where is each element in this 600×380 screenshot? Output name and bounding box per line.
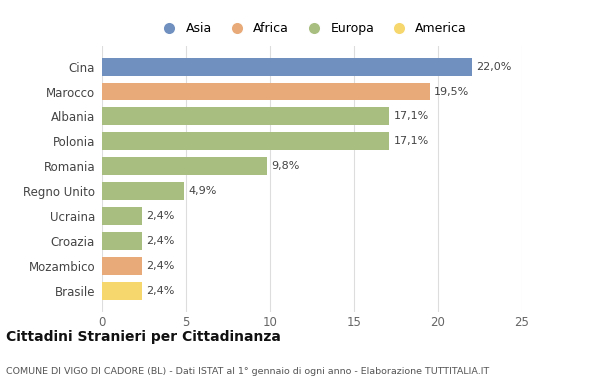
Text: 22,0%: 22,0% bbox=[476, 62, 511, 72]
Bar bbox=[102, 282, 142, 299]
Text: Cittadini Stranieri per Cittadinanza: Cittadini Stranieri per Cittadinanza bbox=[6, 330, 281, 344]
Text: 9,8%: 9,8% bbox=[271, 161, 299, 171]
Bar bbox=[102, 232, 142, 250]
Text: 17,1%: 17,1% bbox=[394, 111, 429, 121]
Bar bbox=[102, 157, 266, 175]
Bar bbox=[102, 257, 142, 275]
Text: 19,5%: 19,5% bbox=[434, 87, 469, 97]
Text: 17,1%: 17,1% bbox=[394, 136, 429, 146]
Text: 2,4%: 2,4% bbox=[146, 285, 175, 296]
Text: 2,4%: 2,4% bbox=[146, 236, 175, 246]
Text: 4,9%: 4,9% bbox=[188, 186, 217, 196]
Bar bbox=[102, 207, 142, 225]
Text: COMUNE DI VIGO DI CADORE (BL) - Dati ISTAT al 1° gennaio di ogni anno - Elaboraz: COMUNE DI VIGO DI CADORE (BL) - Dati IST… bbox=[6, 367, 489, 376]
Bar bbox=[102, 182, 184, 200]
Bar bbox=[102, 82, 430, 100]
Bar bbox=[102, 132, 389, 150]
Bar bbox=[102, 108, 389, 125]
Text: 2,4%: 2,4% bbox=[146, 261, 175, 271]
Text: 2,4%: 2,4% bbox=[146, 211, 175, 221]
Legend: Asia, Africa, Europa, America: Asia, Africa, Europa, America bbox=[152, 17, 472, 40]
Bar bbox=[102, 58, 472, 76]
